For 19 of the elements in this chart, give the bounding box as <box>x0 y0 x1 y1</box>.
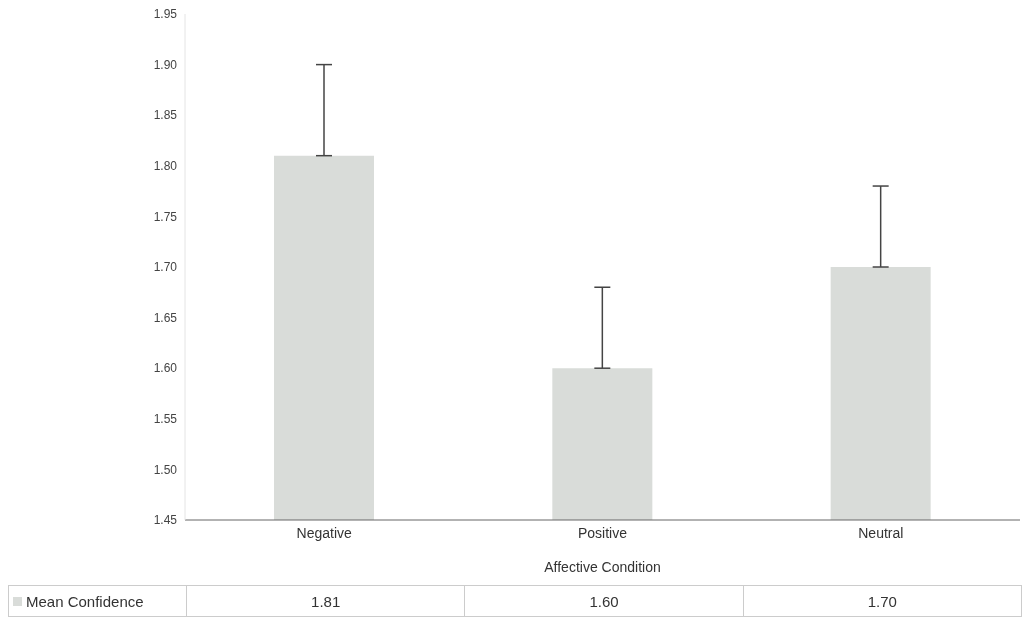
y-tick-label: 1.65 <box>153 310 178 325</box>
y-tick-label: 1.90 <box>153 57 178 72</box>
data-label: 1.81 <box>187 586 466 616</box>
y-tick-label: 1.60 <box>153 361 178 376</box>
x-tick-label: Positive <box>577 524 628 541</box>
data-label: 1.60 <box>465 586 744 616</box>
y-tick-label: 1.70 <box>153 260 178 275</box>
y-tick-label: 1.80 <box>153 159 178 174</box>
y-tick-label: 1.95 <box>153 7 178 22</box>
y-tick-label: 1.75 <box>153 209 178 224</box>
y-tick-label: 1.45 <box>153 513 178 528</box>
x-axis-title: Affective Condition <box>544 559 661 575</box>
data-label: 1.70 <box>743 586 1022 616</box>
y-tick-label: 1.55 <box>153 412 178 427</box>
x-tick-label: Neutral <box>858 524 904 541</box>
legend-label: Mean Confidence <box>26 592 144 610</box>
y-tick-label: 1.50 <box>153 462 178 477</box>
y-tick-label: 1.85 <box>153 108 178 123</box>
x-tick-label: Negative <box>296 524 352 541</box>
